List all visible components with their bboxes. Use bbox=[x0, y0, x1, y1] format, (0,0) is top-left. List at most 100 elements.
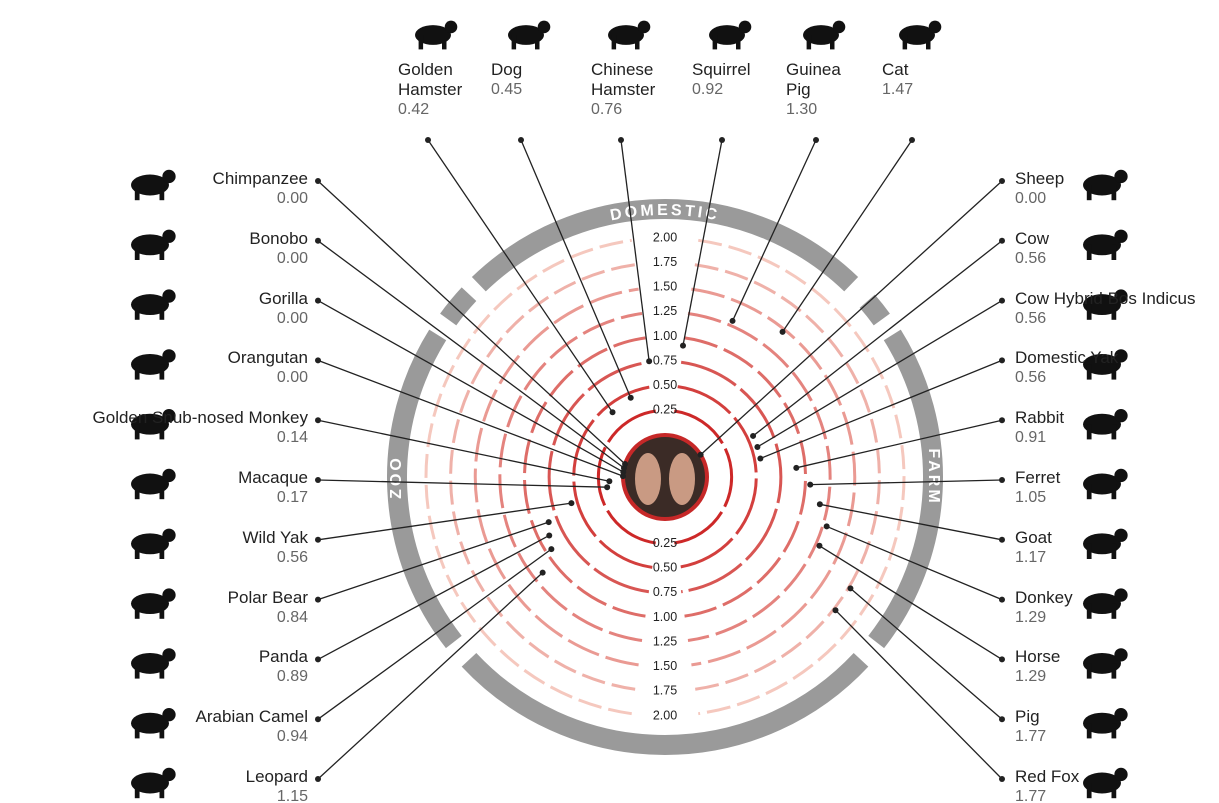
animal-name: Squirrel bbox=[692, 60, 772, 80]
animal-value: 0.92 bbox=[692, 80, 772, 100]
sector-label: DOMESTIC bbox=[609, 202, 721, 224]
animal-icon bbox=[135, 544, 140, 559]
animal-icon bbox=[635, 35, 640, 49]
animal-icon bbox=[162, 469, 175, 482]
ring-label: 0.25 bbox=[653, 403, 677, 417]
sector-label: ZOO bbox=[388, 455, 405, 499]
animal-icon bbox=[512, 35, 516, 49]
animal-icon bbox=[1112, 424, 1117, 439]
data-dot bbox=[606, 478, 612, 484]
animal-icon bbox=[1114, 708, 1127, 721]
sector-band bbox=[479, 209, 851, 284]
label-dot bbox=[999, 477, 1005, 483]
animal-icon bbox=[135, 783, 140, 798]
animal-icon bbox=[135, 663, 140, 678]
animal-icon bbox=[445, 21, 458, 34]
animal-name: Domestic Yak bbox=[1015, 348, 1118, 368]
animal-icon bbox=[135, 364, 140, 379]
animal-name: Golden Hamster bbox=[398, 60, 478, 100]
label-dot bbox=[315, 597, 321, 603]
ring-label: 2.00 bbox=[653, 708, 677, 722]
animal-value: 0.76 bbox=[591, 100, 671, 120]
animal-icon bbox=[1112, 484, 1117, 499]
animal-label: Panda0.89 bbox=[259, 647, 308, 687]
label-dot bbox=[999, 656, 1005, 662]
animal-icon bbox=[162, 648, 175, 661]
animal-name: Horse bbox=[1015, 647, 1060, 667]
sector-band bbox=[448, 294, 469, 319]
animal-value: 0.17 bbox=[238, 488, 308, 508]
animal-icon bbox=[1087, 245, 1092, 260]
animal-icon bbox=[162, 289, 175, 302]
animal-label: Rabbit0.91 bbox=[1015, 408, 1064, 448]
data-dot bbox=[680, 343, 686, 349]
data-dot bbox=[750, 433, 756, 439]
animal-value: 0.42 bbox=[398, 100, 478, 120]
data-dot bbox=[817, 501, 823, 507]
label-dot bbox=[315, 238, 321, 244]
animal-label: Orangutan0.00 bbox=[228, 348, 308, 388]
animal-icon bbox=[160, 783, 165, 798]
animal-label: Bonobo0.00 bbox=[249, 229, 308, 269]
animal-label: Chimpanzee0.00 bbox=[213, 169, 308, 209]
animal-name: Gorilla bbox=[259, 289, 308, 309]
animal-icon bbox=[1112, 544, 1117, 559]
animal-icon bbox=[162, 768, 175, 781]
animal-name: Arabian Camel bbox=[196, 707, 308, 727]
animal-value: 0.89 bbox=[259, 667, 308, 687]
animal-value: 0.00 bbox=[259, 309, 308, 329]
label-dot bbox=[315, 716, 321, 722]
animal-name: Polar Bear bbox=[228, 588, 308, 608]
animal-icon bbox=[160, 484, 165, 499]
animal-label: Guinea Pig1.30 bbox=[786, 60, 866, 120]
label-dot bbox=[999, 357, 1005, 363]
animal-name: Pig bbox=[1015, 707, 1046, 727]
animal-icon bbox=[638, 21, 651, 34]
data-dot bbox=[754, 444, 760, 450]
animal-icon bbox=[1112, 663, 1117, 678]
data-dot bbox=[568, 500, 574, 506]
leader-line bbox=[318, 480, 607, 487]
label-dot bbox=[315, 417, 321, 423]
animal-label: Pig1.77 bbox=[1015, 707, 1046, 747]
animal-value: 1.47 bbox=[882, 80, 962, 100]
animal-icon bbox=[538, 21, 551, 34]
label-dot bbox=[315, 776, 321, 782]
animal-label: Goat1.17 bbox=[1015, 528, 1052, 568]
animal-name: Chimpanzee bbox=[213, 169, 308, 189]
animal-icon bbox=[1087, 604, 1092, 619]
ring-label: 0.25 bbox=[653, 536, 677, 550]
leader-line bbox=[753, 241, 1002, 436]
animal-value: 0.00 bbox=[249, 249, 308, 269]
animal-value: 0.91 bbox=[1015, 428, 1064, 448]
animal-icon bbox=[1114, 768, 1127, 781]
data-dot bbox=[832, 607, 838, 613]
animal-name: Goat bbox=[1015, 528, 1052, 548]
label-dot bbox=[315, 178, 321, 184]
ring-label: 1.75 bbox=[653, 255, 677, 269]
label-dot bbox=[315, 537, 321, 543]
animal-label: Chinese Hamster0.76 bbox=[591, 60, 671, 120]
label-dot bbox=[315, 477, 321, 483]
animal-icon bbox=[736, 35, 741, 49]
animal-icon bbox=[1087, 185, 1092, 200]
animal-label: Red Fox1.77 bbox=[1015, 767, 1079, 803]
animal-icon bbox=[162, 529, 175, 542]
animal-name: Sheep bbox=[1015, 169, 1064, 189]
animal-icon bbox=[739, 21, 752, 34]
animal-value: 0.00 bbox=[213, 189, 308, 209]
ring-label: 1.25 bbox=[653, 634, 677, 648]
animal-icon bbox=[160, 305, 165, 320]
animal-value: 0.56 bbox=[242, 548, 308, 568]
animal-icon bbox=[1114, 170, 1127, 183]
animal-name: Leopard bbox=[246, 767, 308, 787]
data-dot bbox=[757, 455, 763, 461]
animal-icon bbox=[1087, 424, 1092, 439]
data-dot bbox=[807, 482, 813, 488]
animal-icon bbox=[1112, 604, 1117, 619]
label-dot bbox=[999, 597, 1005, 603]
